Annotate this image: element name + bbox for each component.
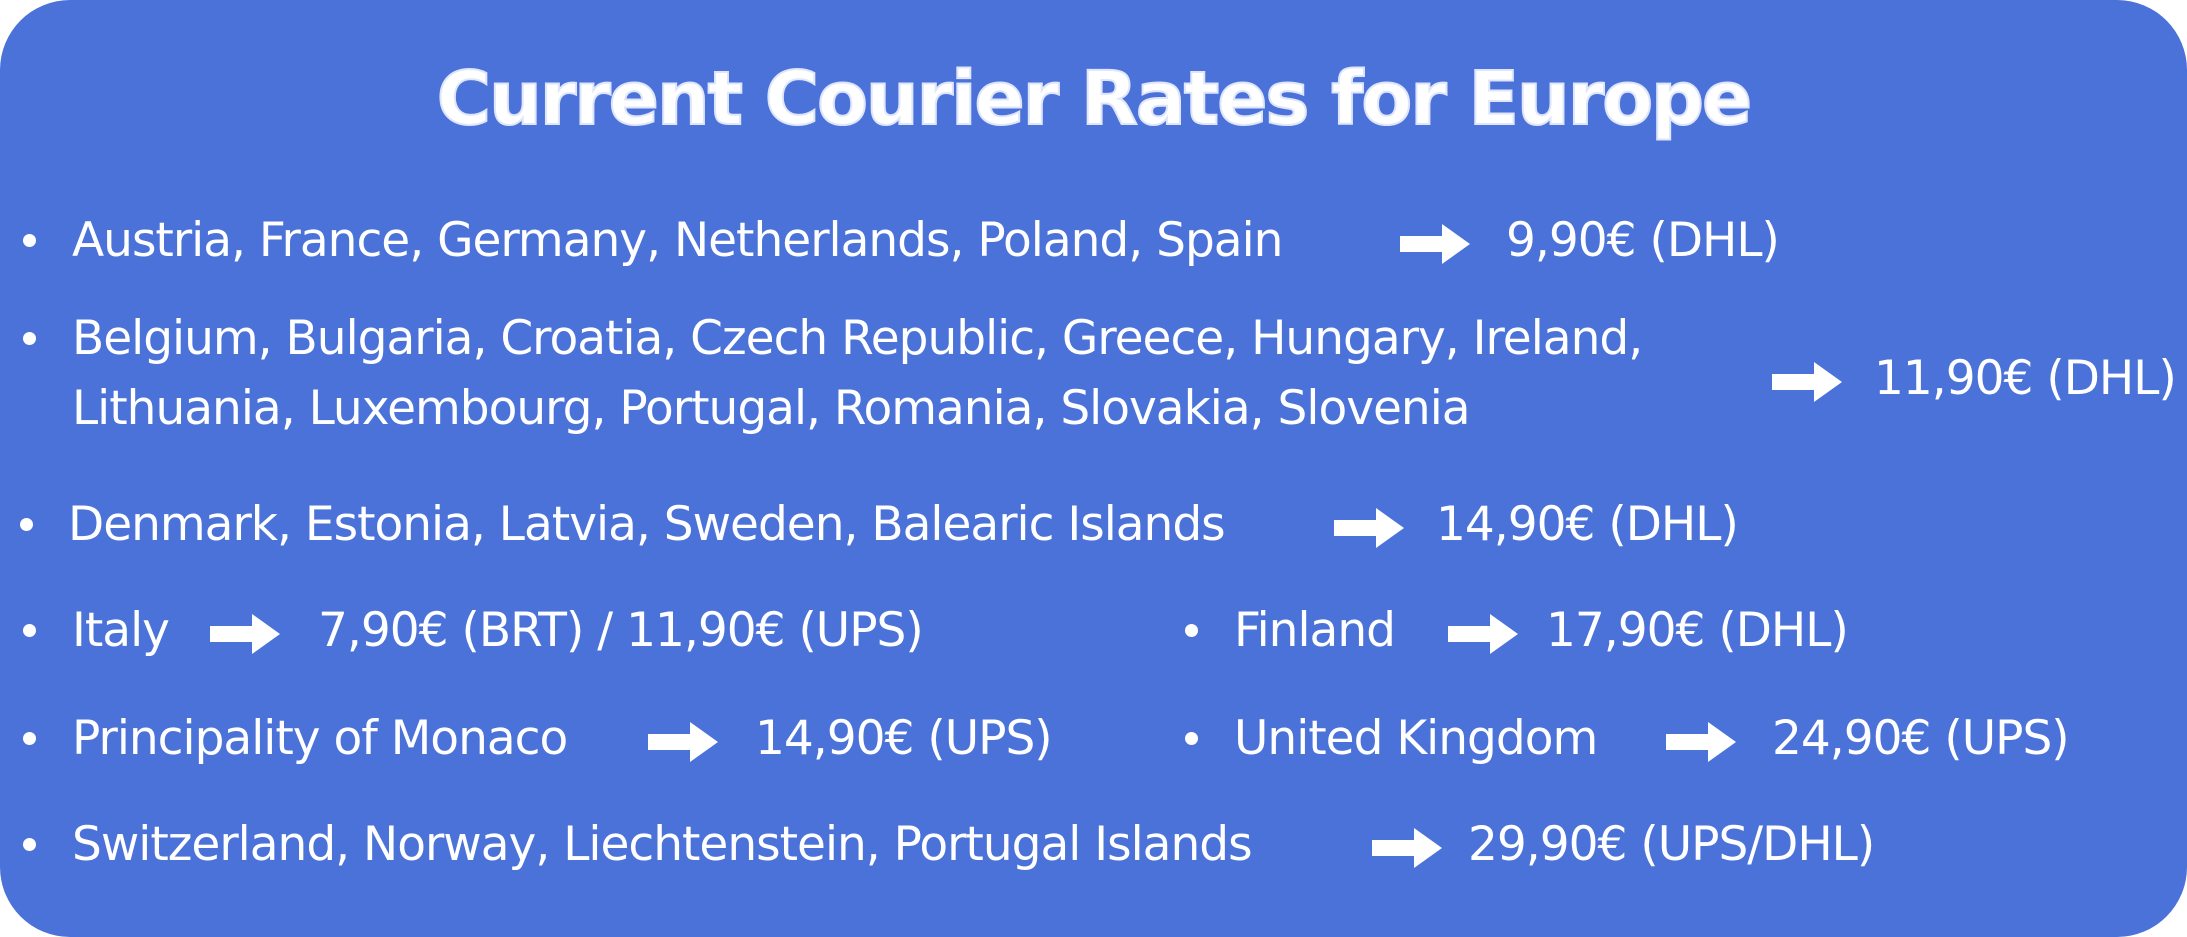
rate-countries: Finland — [1234, 603, 1396, 658]
rate-countries: Austria, France, Germany, Netherlands, P… — [72, 213, 1283, 268]
bullet-dot-icon — [20, 518, 33, 531]
rate-price: 24,90€ (UPS) — [1772, 711, 2070, 766]
rate-price: 7,90€ (BRT) / 11,90€ (UPS) — [318, 603, 924, 658]
rate-countries: Italy — [72, 603, 170, 658]
bullet-dot-icon — [1185, 732, 1198, 745]
right-arrow-icon — [210, 614, 280, 654]
bullet-dot-icon — [1185, 624, 1198, 637]
rate-countries: United Kingdom — [1234, 711, 1598, 766]
rate-countries: Belgium, Bulgaria, Croatia, Czech Republ… — [72, 311, 1643, 366]
right-arrow-icon — [1666, 722, 1736, 762]
rate-price: 9,90€ (DHL) — [1506, 213, 1780, 268]
right-arrow-icon — [1334, 508, 1404, 548]
rate-countries: Denmark, Estonia, Latvia, Sweden, Balear… — [68, 497, 1226, 552]
right-arrow-icon — [1772, 362, 1842, 402]
rate-price: 14,90€ (DHL) — [1436, 497, 1739, 552]
rate-price: 14,90€ (UPS) — [755, 711, 1053, 766]
right-arrow-icon — [1372, 828, 1442, 868]
bullet-dot-icon — [23, 838, 36, 851]
rate-countries: Principality of Monaco — [72, 711, 568, 766]
rate-price: 17,90€ (DHL) — [1546, 603, 1849, 658]
right-arrow-icon — [1400, 224, 1470, 264]
bullet-dot-icon — [23, 624, 36, 637]
right-arrow-icon — [648, 722, 718, 762]
right-arrow-icon — [1448, 614, 1518, 654]
rate-countries: Switzerland, Norway, Liechtenstein, Port… — [72, 817, 1253, 872]
bullet-dot-icon — [23, 732, 36, 745]
rate-price: 29,90€ (UPS/DHL) — [1468, 817, 1875, 872]
bullet-dot-icon — [23, 234, 36, 247]
rate-countries: Lithuania, Luxembourg, Portugal, Romania… — [72, 381, 1471, 436]
page-title: Current Courier Rates for Europe — [436, 55, 1753, 143]
bullet-dot-icon — [23, 332, 36, 345]
rate-price: 11,90€ (DHL) — [1874, 351, 2177, 406]
